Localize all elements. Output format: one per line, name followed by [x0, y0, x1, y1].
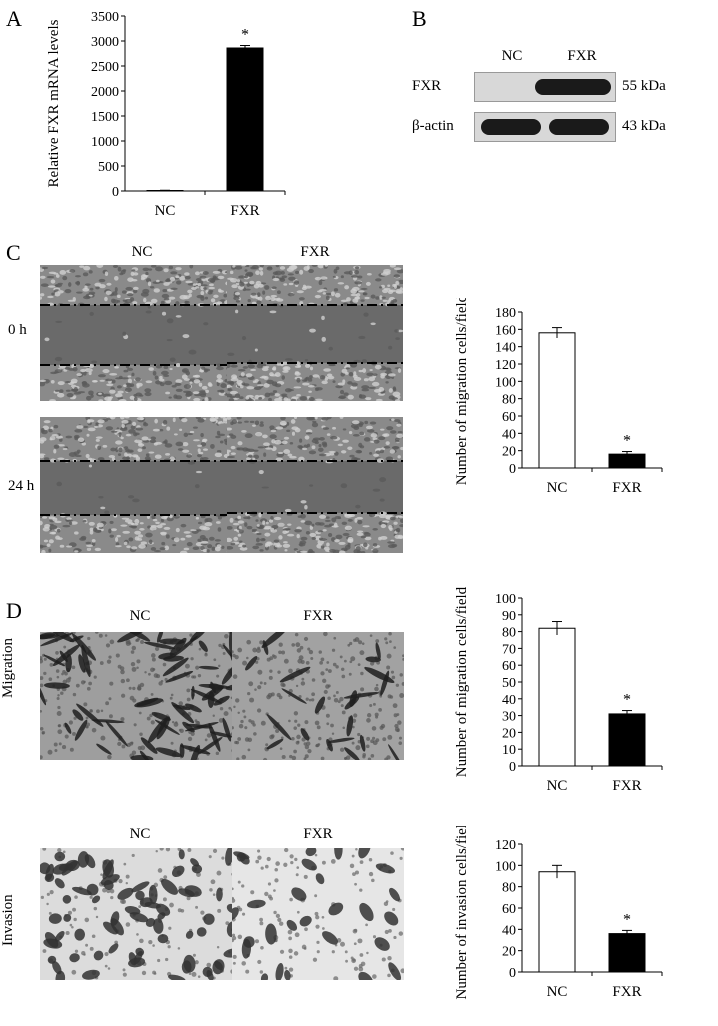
x-tick-label: NC [547, 480, 568, 496]
y-tick-label: 20 [502, 445, 516, 460]
y-tick-label: 80 [502, 626, 516, 641]
blot-size-label: 43 kDa [622, 118, 666, 134]
transwell-column-label: NC [129, 608, 151, 624]
migration-image-fxr [232, 632, 404, 760]
y-tick-label: 90 [502, 609, 516, 624]
y-axis-label: Number of migration cells/field [454, 586, 470, 777]
y-tick-label: 30 [502, 710, 516, 725]
y-tick-label: 0 [112, 185, 119, 200]
y-tick-label: 60 [502, 902, 516, 917]
panel-letter-a: A [6, 6, 22, 31]
blot-strip-actin [474, 112, 616, 142]
y-tick-label: 120 [495, 358, 516, 373]
y-tick-label: 80 [502, 881, 516, 896]
significance-mark: * [623, 911, 631, 928]
y-tick-label: 20 [502, 945, 516, 960]
y-tick-label: 140 [495, 341, 516, 356]
bar [538, 871, 576, 973]
y-tick-label: 3500 [91, 10, 119, 25]
y-tick-label: 100 [495, 859, 516, 874]
blot-protein-label: β-actin [412, 118, 454, 134]
wound-row-label: 24 h [8, 478, 35, 494]
y-tick-label: 40 [502, 427, 516, 442]
x-tick-label: FXR [612, 778, 641, 794]
y-tick-label: 50 [502, 676, 516, 691]
western-blot: NC FXR FXR 55 kDa β-actin 43 kDa [412, 40, 712, 150]
migration-image-nc [40, 632, 240, 760]
y-tick-label: 0 [509, 760, 516, 775]
wound-column-label: NC [131, 244, 153, 260]
significance-mark: * [241, 27, 249, 44]
chart-d-invasion: 0 20 40 60 80 100 120 Number of invasion cells/… [454, 826, 663, 1000]
transwell-column-label: NC [129, 826, 151, 842]
panel-letter-b: B [412, 6, 427, 31]
wound-image-nc-24h [40, 417, 244, 553]
y-tick-label: 60 [502, 659, 516, 674]
significance-mark: * [623, 433, 631, 450]
y-tick-label: 120 [495, 838, 516, 853]
transwell-column-label: FXR [303, 608, 333, 624]
blot-protein-label: FXR [412, 78, 442, 94]
wound-image-fxr-0h [227, 265, 403, 401]
wound-image-nc-0h [40, 265, 244, 401]
bar [538, 627, 576, 767]
wound-image-fxr-24h [227, 417, 403, 553]
significance-mark: * [623, 692, 631, 709]
y-tick-label: 0 [509, 966, 516, 981]
blot-lane-label: FXR [567, 48, 597, 64]
y-tick-label: 1500 [91, 110, 119, 125]
transwell-row-label: Invasion [0, 894, 16, 946]
transwell-row-label: Migration [0, 638, 16, 698]
invasion-image-nc [40, 848, 240, 980]
x-tick-label: NC [547, 778, 568, 794]
chart-c: 0 20 40 60 80 100 120 140 160 180 Number of migrat… [454, 298, 663, 496]
bar [226, 47, 264, 192]
y-tick-label: 1000 [91, 135, 119, 150]
transwell-column-label: FXR [303, 826, 333, 842]
blot-lane-label: NC [501, 48, 523, 64]
blot-strip-fxr [474, 72, 616, 102]
x-tick-label: FXR [612, 480, 641, 496]
y-tick-label: 70 [502, 642, 516, 657]
x-tick-label: FXR [230, 203, 259, 219]
y-tick-label: 180 [495, 306, 516, 321]
y-tick-label: 3000 [91, 35, 119, 50]
wound-column-label: FXR [300, 244, 330, 260]
y-tick-label: 20 [502, 726, 516, 741]
y-tick-label: 80 [502, 393, 516, 408]
panel-letter-d: D [6, 598, 22, 623]
bar [608, 713, 646, 767]
y-tick-label: 160 [495, 323, 516, 338]
y-tick-label: 40 [502, 923, 516, 938]
y-axis-label: Number of invasion cells/field [454, 826, 470, 999]
bar [538, 332, 576, 469]
panel-letter-c: C [6, 240, 21, 265]
y-axis-label: Relative FXR mRNA levels [46, 19, 62, 187]
blot-size-label: 55 kDa [622, 78, 666, 94]
y-tick-label: 100 [495, 592, 516, 607]
y-tick-label: 60 [502, 410, 516, 425]
x-tick-label: NC [547, 984, 568, 1000]
y-tick-label: 0 [509, 462, 516, 477]
y-tick-label: 100 [495, 375, 516, 390]
y-tick-label: 500 [98, 160, 119, 175]
y-axis-label: Number of migration cells/field [454, 298, 470, 485]
invasion-image-fxr [232, 848, 404, 980]
y-tick-label: 10 [502, 743, 516, 758]
y-tick-label: 40 [502, 693, 516, 708]
x-tick-label: FXR [612, 984, 641, 1000]
bar [608, 933, 646, 973]
x-tick-label: NC [155, 203, 176, 219]
chart-a: 0 500 1000 1500 2000 2500 3000 3500 Relative FXR… [46, 10, 286, 219]
wound-row-label: 0 h [8, 322, 27, 338]
y-tick-label: 2500 [91, 60, 119, 75]
y-tick-label: 2000 [91, 85, 119, 100]
